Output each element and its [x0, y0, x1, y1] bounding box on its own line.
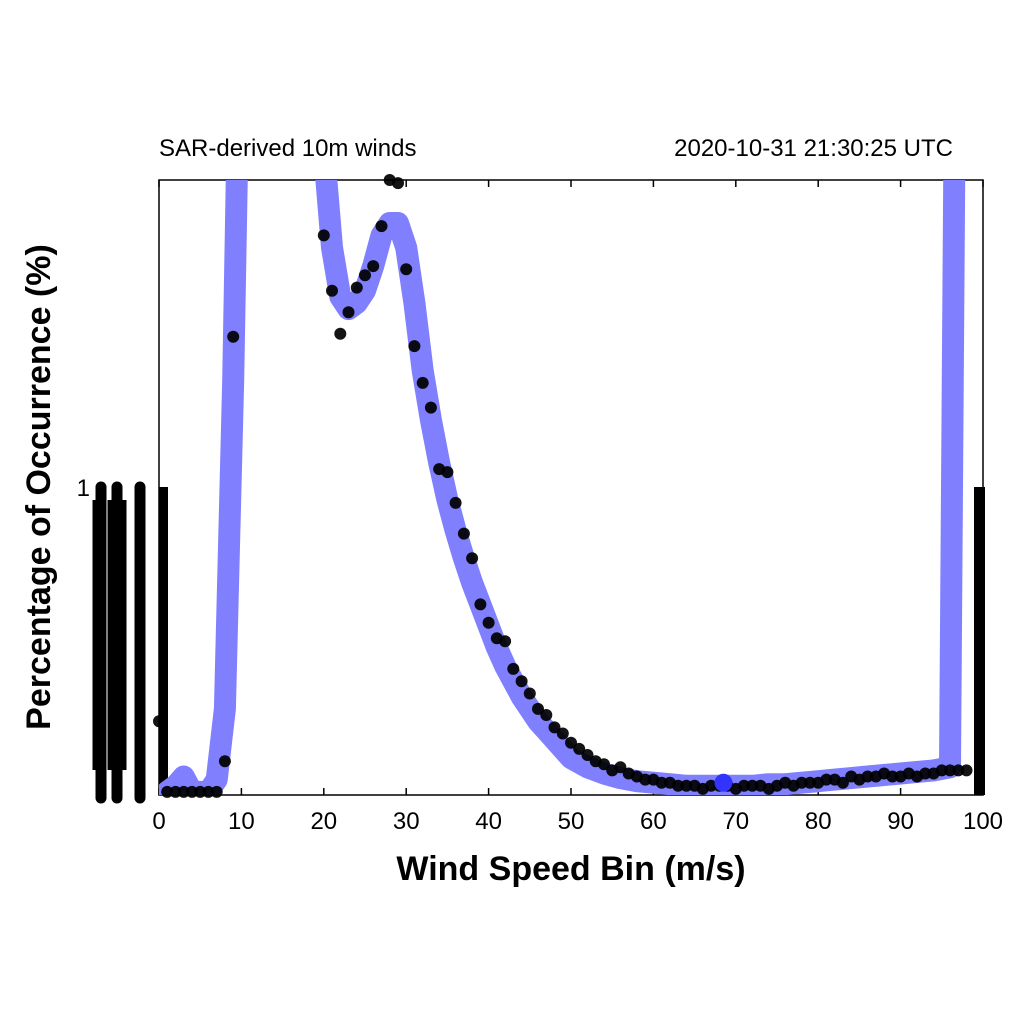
data-point	[202, 785, 215, 798]
data-point	[935, 764, 948, 777]
left-axis-bar	[159, 487, 168, 795]
data-point	[804, 776, 816, 789]
data-point	[960, 764, 973, 777]
data-point	[177, 785, 190, 798]
data-point	[424, 401, 437, 414]
data-point	[680, 779, 693, 792]
x-axis-tick-labels: 0 10 20 30 40 50 60 70 80 90 100	[152, 808, 1003, 835]
data-point	[392, 177, 404, 190]
data-point	[581, 749, 594, 761]
data-point	[639, 773, 652, 786]
data-point	[614, 761, 627, 774]
x-tick-label: 70	[722, 808, 749, 835]
x-tick-label: 10	[228, 808, 255, 835]
x-tick-label: 90	[887, 808, 914, 835]
x-tick-label: 20	[310, 808, 337, 835]
y-tick-label-1: 1	[77, 475, 90, 502]
data-point	[820, 773, 833, 786]
data-point	[342, 306, 355, 319]
right-edge-bar	[974, 487, 985, 795]
x-axis-ticks	[158, 180, 984, 795]
right-bar	[974, 487, 985, 795]
curve-layer	[159, 180, 966, 795]
data-point	[457, 527, 470, 540]
x-tick-label: 40	[475, 808, 502, 835]
data-point	[672, 779, 685, 792]
data-point	[474, 598, 487, 611]
data-point	[738, 779, 750, 792]
data-point	[218, 755, 231, 768]
data-point	[169, 785, 182, 798]
x-tick-label: 60	[640, 808, 667, 835]
x-tick-label: 0	[152, 808, 165, 835]
points-layer	[153, 174, 973, 798]
plot-frame	[158, 179, 984, 796]
data-point	[952, 764, 965, 777]
plot-area	[153, 174, 984, 798]
data-point	[944, 764, 956, 777]
x-tick-label: 50	[558, 808, 585, 835]
data-point	[350, 281, 363, 294]
highlight-point	[714, 773, 733, 792]
data-point	[186, 785, 198, 798]
data-point	[334, 327, 347, 340]
left-axis-artifacts	[92, 481, 168, 804]
data-point	[326, 284, 338, 297]
x-tick-label: 30	[393, 808, 420, 835]
data-point	[507, 662, 520, 675]
data-point	[194, 785, 207, 798]
data-point	[416, 376, 429, 389]
x-tick-label: 80	[805, 808, 832, 835]
x-tick-label: 100	[963, 808, 1003, 835]
data-point	[400, 263, 413, 276]
data-point	[746, 779, 759, 792]
data-point	[367, 260, 380, 273]
data-point	[161, 785, 174, 798]
data-point	[227, 330, 240, 343]
x-axis-label: Wind Speed Bin (m/s)	[396, 850, 745, 888]
occurrence-curve	[159, 180, 966, 795]
data-point	[441, 466, 454, 479]
data-point	[153, 715, 165, 728]
data-point	[655, 776, 668, 789]
data-point	[317, 229, 330, 242]
data-point	[359, 269, 371, 282]
chart-timestamp: 2020-10-31 21:30:25 UTC	[674, 135, 953, 162]
data-point	[408, 340, 421, 353]
y-axis-label: Percentage of Occurrence (%)	[20, 244, 58, 730]
data-point	[515, 675, 528, 688]
data-point	[836, 776, 849, 789]
data-point	[861, 770, 874, 783]
data-point	[532, 702, 544, 715]
data-point	[210, 785, 223, 798]
data-point	[482, 616, 495, 629]
data-point	[919, 767, 932, 780]
data-point	[375, 220, 388, 233]
data-point	[449, 496, 462, 509]
chart-title: SAR-derived 10m winds	[159, 135, 416, 162]
data-point	[705, 779, 718, 792]
data-point	[556, 727, 569, 740]
data-point	[598, 758, 610, 771]
data-point	[565, 736, 577, 749]
data-point	[499, 635, 512, 648]
data-point	[523, 687, 536, 700]
data-point	[795, 776, 808, 789]
data-point	[886, 770, 899, 783]
data-point	[548, 721, 561, 734]
data-point	[540, 709, 553, 721]
data-point	[573, 742, 586, 755]
data-point	[466, 552, 479, 565]
